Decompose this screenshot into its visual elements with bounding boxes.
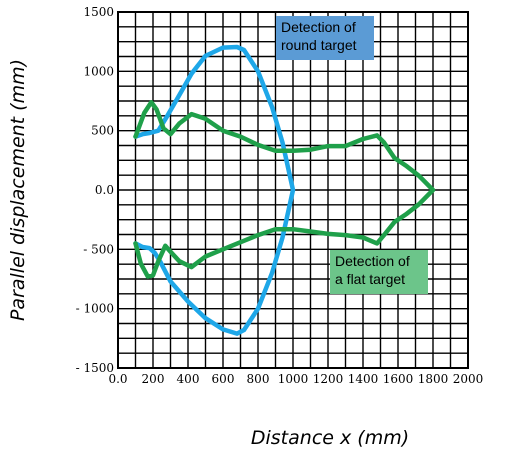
y-tick-label: 1500 [83,5,114,19]
x-axis-title: Distance x (mm) [251,427,409,449]
y-tick-label: - 1500 [76,361,114,375]
x-tick-label: 1000 [278,372,309,386]
x-tick-label: 1400 [348,372,379,386]
plot-frame [117,11,469,369]
callout-round-target-box [276,16,374,60]
callout-round-target: Detection of round target [276,16,374,60]
x-tick-label: 200 [142,372,165,386]
x-tick-label: 1600 [383,372,414,386]
callout-flat-target-box [330,250,428,294]
y-tick-label: 0.0 [95,183,114,197]
callout-flat-target: Detection of a flat target [330,250,428,294]
x-tick-label: 400 [177,372,200,386]
x-tick-label: 2000 [453,372,484,386]
y-tick-label: - 500 [83,242,114,256]
callout-flat-target-text: a flat target [335,271,405,287]
plot-border [117,11,469,369]
callouts: Detection of round target Detection of a fl… [276,16,428,294]
y-tick-label: 1000 [83,64,114,78]
x-tick-label: 0.0 [108,372,127,386]
callout-round-target-text: round target [281,37,357,53]
x-tick-label: 1800 [418,372,449,386]
series-layer [133,44,436,336]
callout-round-target-text: Detection of [281,19,356,35]
y-tick-label: 500 [91,124,114,138]
series-round-target-line [133,44,296,336]
x-tick-label: 600 [212,372,235,386]
callout-flat-target-text: Detection of [335,253,410,269]
y-tick-label: - 1000 [76,302,114,316]
x-tick-label: 800 [247,372,270,386]
series-flat-target-line [133,99,436,279]
y-axis-title: Parallel displacement (mm) [7,59,29,321]
x-tick-label: 1200 [313,372,344,386]
